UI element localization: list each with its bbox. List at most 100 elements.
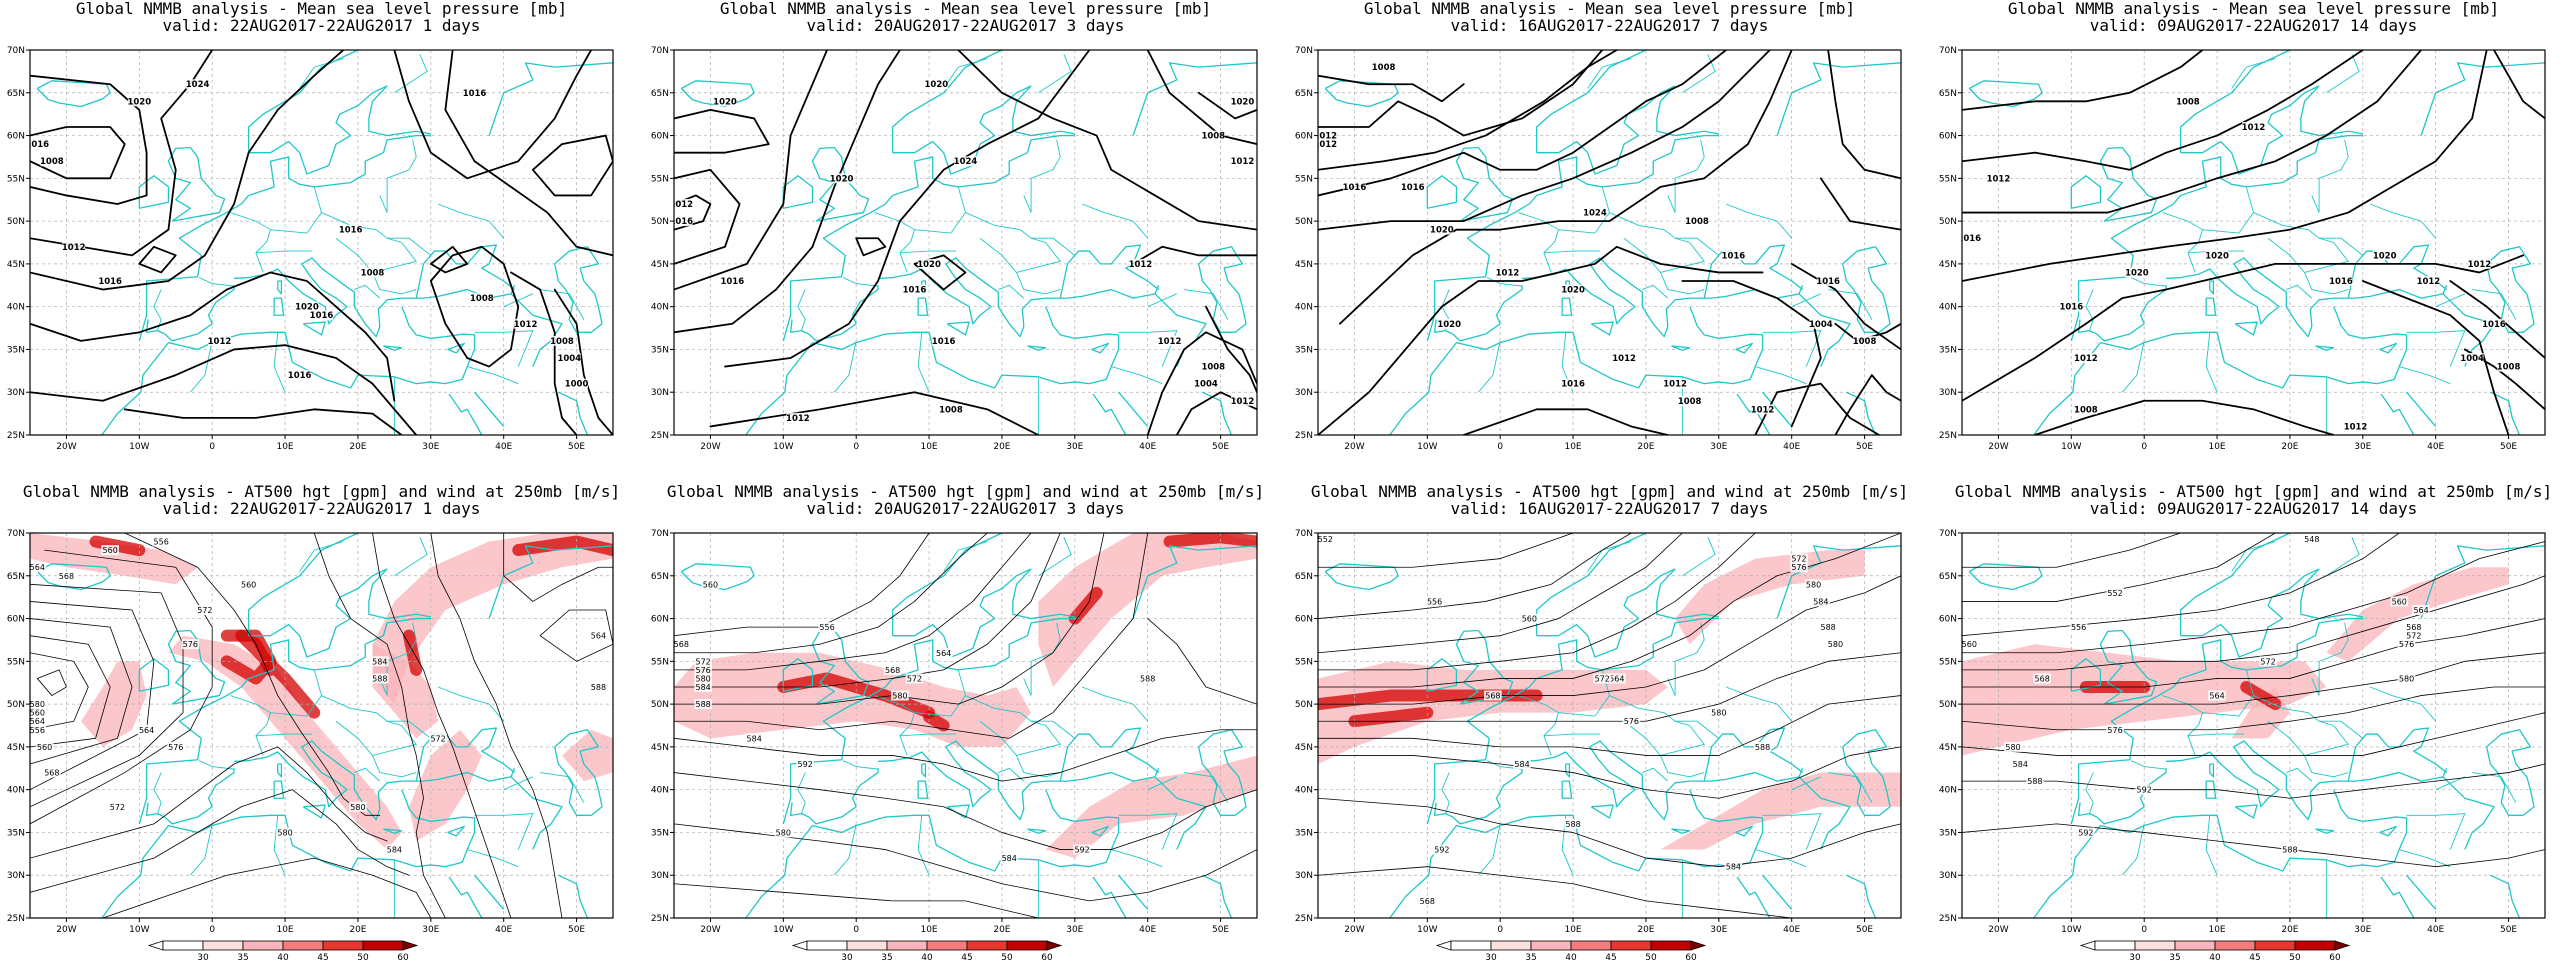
coastline — [2490, 874, 2521, 918]
map-frame — [673, 532, 1258, 919]
country-border — [1518, 212, 1560, 273]
wind-shading — [168, 635, 402, 850]
contour-label-bg — [310, 310, 333, 321]
isoline — [1962, 254, 2525, 402]
map-frame — [29, 532, 614, 919]
country-border — [2326, 537, 2360, 577]
colorbar-high-arrow — [402, 940, 419, 951]
country-border — [2130, 277, 2167, 287]
country-border — [354, 767, 381, 782]
colorbar-label: 50 — [1645, 953, 1657, 960]
contour-label-bg — [774, 827, 793, 838]
lon-tick-label: 50E — [1856, 442, 1873, 452]
country-border — [1019, 229, 1076, 256]
coastline — [1132, 62, 1257, 136]
contour-label: 592 — [1434, 846, 1449, 855]
contour-label-bg — [1561, 284, 1585, 295]
coastline — [145, 285, 235, 342]
isoline — [553, 288, 613, 435]
country-border — [2304, 720, 2350, 756]
contour-label: 568 — [885, 666, 900, 675]
isoline — [30, 583, 184, 808]
country-border — [1558, 211, 1665, 234]
colorbar: 30 35 40 45 50 60 — [791, 940, 1063, 960]
country-border — [313, 186, 322, 213]
country-border — [1543, 733, 1601, 737]
contour-label-bg — [208, 335, 231, 346]
lat-tick-label: 30N — [1939, 388, 1957, 398]
lon-tick-label: 20E — [2281, 442, 2298, 452]
country-border — [1755, 849, 1807, 868]
lon-tick-label: 40E — [1783, 925, 1800, 935]
lat-tick-label: 65N — [651, 89, 669, 99]
coastline — [1842, 246, 1891, 333]
contour-label-bg — [2303, 533, 2321, 544]
contour-label: 588 — [372, 674, 387, 683]
contour-label-bg — [2259, 656, 2277, 667]
coastline — [1198, 729, 1247, 816]
contour-label: 572 — [696, 657, 711, 666]
contour-label-bg — [371, 656, 389, 667]
coastline — [921, 763, 927, 778]
coastline — [2490, 391, 2521, 435]
lat-tick-label: 55N — [651, 657, 669, 667]
isoline — [30, 601, 155, 791]
colorbar-segment — [1610, 940, 1652, 951]
lon-tick-label: 50E — [1212, 442, 1229, 452]
map-panel: Global NMMB analysis - AT500 hgt [gpm] a… — [651, 482, 1264, 960]
country-border — [1118, 813, 1178, 850]
contour-label: 1012 — [2344, 422, 2368, 432]
coastline — [2205, 297, 2217, 316]
lon-tick-label: 40E — [2427, 925, 2444, 935]
contour-label-bg — [1418, 895, 1437, 906]
lat-tick-label: 30N — [651, 388, 669, 398]
lat-tick-label: 45N — [1939, 743, 1957, 753]
country-border — [379, 622, 417, 696]
coastline — [2180, 568, 2320, 658]
contour-label: 580 — [2399, 674, 2414, 683]
isoline — [1962, 652, 2545, 705]
country-border — [1016, 237, 1062, 273]
isoline — [1318, 74, 1465, 103]
isoline — [913, 254, 967, 291]
contour-label-bg — [2281, 844, 2299, 855]
lon-tick-label: 0 — [209, 925, 215, 935]
wind-shading — [1675, 550, 1865, 645]
country-border — [198, 760, 235, 770]
contour-label: 1016 — [1561, 380, 1585, 390]
coastline — [1324, 563, 1399, 591]
isoline — [674, 168, 741, 265]
isoline — [1462, 408, 1669, 435]
contour-label: 1004 — [1809, 320, 1833, 330]
isoline — [30, 549, 213, 825]
contour-label-bg — [1343, 181, 1366, 192]
lat-tick-label: 60N — [1295, 615, 1313, 625]
contour-label: 1004 — [1194, 380, 1218, 390]
country-border — [474, 813, 534, 850]
contour-label: 1000 — [565, 380, 589, 390]
wind-shading — [1038, 533, 1257, 687]
lon-tick-label: 20E — [1637, 442, 1654, 452]
contour-label-bg — [2497, 361, 2520, 372]
colorbar-label: 50 — [1001, 953, 1013, 960]
isoline — [1205, 305, 1257, 394]
map-area: 5525565605645685725765805845885925685725… — [1318, 533, 1901, 918]
contour-label: 1004 — [2460, 354, 2484, 364]
contour-label-bg — [694, 656, 712, 667]
country-border — [198, 277, 235, 287]
contour-label: 1016 — [2482, 320, 2506, 330]
coastline — [138, 134, 431, 342]
country-border — [255, 733, 313, 737]
country-border — [1725, 203, 1793, 239]
contour-label: 572 — [2260, 657, 2275, 666]
coastline — [167, 629, 226, 705]
contour-label-bg — [30, 562, 47, 573]
country-border — [874, 695, 916, 756]
contour-label-bg — [2077, 827, 2095, 838]
lat-tick-label: 45N — [651, 743, 669, 753]
colorbar-segment — [202, 940, 244, 951]
contour-label: 1016 — [2329, 277, 2353, 287]
contour-label: 576 — [168, 743, 183, 752]
isoline — [102, 857, 432, 918]
